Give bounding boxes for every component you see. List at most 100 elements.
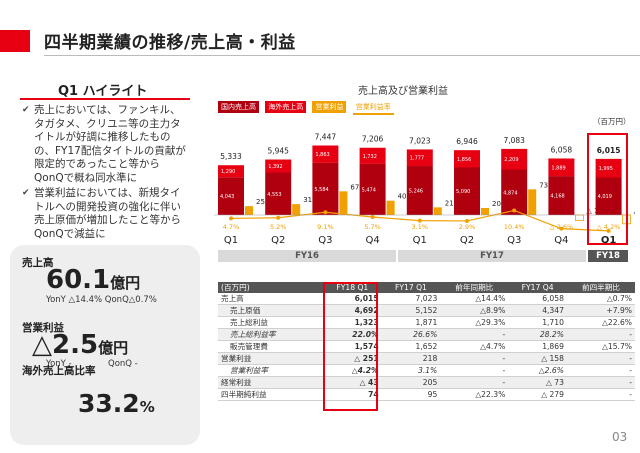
table-cell: △ 251 — [323, 352, 382, 365]
table-cell: - — [566, 376, 635, 389]
bar-overseas — [406, 149, 433, 167]
table-cell: 205 — [381, 376, 441, 389]
table-cell: 1,652 — [381, 340, 441, 353]
label-total: 5,945 — [267, 147, 289, 156]
fy16-band: FY16 — [218, 250, 396, 262]
category-label: Q1 — [601, 235, 617, 246]
header-fy18q1: FY18 Q1 — [323, 282, 382, 293]
table-cell: 28.2% — [508, 328, 567, 341]
op-margin-point — [370, 215, 375, 220]
label-op-income: 409 — [398, 193, 411, 201]
title-underline — [44, 55, 640, 56]
table-cell: △2.6% — [508, 364, 567, 377]
table-cell: △4.7% — [440, 340, 509, 353]
label-domestic: 5,246 — [409, 189, 423, 195]
table-cell: 26.6% — [381, 328, 441, 341]
table-cell: - — [440, 376, 509, 389]
table-cell: △22.6% — [566, 316, 635, 329]
table-header: (百万円) FY18 Q1 FY17 Q1 前年同期比 FY17 Q4 前四半期… — [218, 282, 635, 293]
table-cell: - — [440, 328, 509, 341]
highlight-bullets: 売上においては、ファンキル、タガタメ、クリユニ等の主力タイトルが好調に推移したも… — [22, 104, 189, 243]
chart-legend: 国内売上高 海外売上高 営業利益 営業利益率 — [218, 101, 398, 115]
row-label: 四半期純利益 — [218, 388, 323, 401]
label-overseas: 1,732 — [363, 154, 377, 160]
label-overseas: 1,863 — [315, 152, 329, 158]
bar-overseas — [548, 158, 575, 177]
bullet-op: 営業利益においては、新規タイトルへの開発投資の強化に伴い売上原価が増加したこと等… — [22, 187, 189, 241]
category-label: Q3 — [507, 235, 521, 246]
category-label: Q1 — [224, 235, 238, 246]
fy17-band: FY17 — [398, 250, 586, 262]
table-cell: - — [566, 328, 635, 341]
label-domestic: 5,474 — [362, 187, 376, 193]
table-cell: 1,323 — [323, 316, 382, 329]
bar-overseas — [454, 150, 480, 168]
bar-domestic — [359, 163, 386, 215]
label-overseas: 1,290 — [221, 169, 235, 175]
label-total: 6,058 — [551, 145, 573, 154]
bar-domestic — [548, 176, 575, 215]
label-total: 7,083 — [503, 136, 525, 145]
table-cell: △4.2% — [323, 364, 382, 377]
table-cell: 5,152 — [381, 304, 441, 317]
chart-unit: （百万円） — [593, 117, 631, 126]
label-total: 6,946 — [456, 137, 478, 146]
label-op-margin: 5.2% — [270, 223, 287, 231]
row-label: 経常利益 — [218, 376, 323, 389]
table-cell: 3.1% — [381, 364, 441, 377]
table-cell: 218 — [381, 352, 441, 365]
highlight-title: Q1 ハイライト — [58, 84, 148, 99]
label-total: 7,447 — [315, 132, 337, 141]
label-op-margin: 4.7% — [223, 223, 240, 231]
title-accent — [0, 30, 30, 52]
kpi-panel: 売上高 60.1億円 YonY △14.4% QonQ△0.7% 営業利益 △2… — [10, 245, 200, 445]
bar-op-income — [481, 208, 489, 215]
row-label: 売上総利益率 — [218, 328, 323, 341]
label-op-margin: 3.1% — [412, 223, 429, 231]
category-label: Q1 — [413, 235, 427, 246]
bar-op-income — [339, 191, 348, 215]
bar-overseas — [359, 147, 386, 164]
label-overseas: 2,209 — [504, 157, 518, 163]
kpi-sales-value: 60.1億円 — [46, 265, 141, 295]
label-op-income: △ 251 — [634, 207, 635, 215]
table-cell: 1,871 — [381, 316, 441, 329]
kpi-overseas-label-text: 海外売上高比率 — [22, 365, 96, 377]
label-op-margin: 2.9% — [459, 223, 476, 231]
table-cell: - — [566, 388, 635, 401]
category-label: Q4 — [365, 235, 379, 246]
bullet-sales: 売上においては、ファンキル、タガタメ、クリユニ等の主力タイトルが好調に推移したも… — [22, 104, 189, 185]
table-cell: △29.3% — [440, 316, 509, 329]
table-cell: +7.9% — [566, 304, 635, 317]
bar-op-income — [433, 207, 442, 215]
label-overseas: 1,392 — [268, 164, 282, 170]
table-cell: - — [566, 352, 635, 365]
bar-domestic — [501, 169, 528, 215]
label-total: 6,015 — [597, 146, 621, 155]
bar-overseas — [595, 158, 622, 178]
table-cell: △ 73 — [508, 376, 567, 389]
table-cell: 4,347 — [508, 304, 567, 317]
table-row: 営業利益 △ 251 218- △ 158- — [218, 352, 635, 365]
row-label: 営業利益率 — [218, 364, 323, 377]
label-domestic: 4,019 — [598, 194, 612, 200]
op-margin-point — [606, 228, 611, 233]
bar-op-income — [528, 189, 537, 215]
bar-domestic — [406, 166, 433, 215]
table-cell: 6,015 — [323, 293, 382, 305]
table-cell: 1,869 — [508, 340, 567, 353]
table-cell: 95 — [381, 388, 441, 401]
table-cell: △8.9% — [440, 304, 509, 317]
label-domestic: 5,584 — [314, 187, 328, 193]
kpi-op-yony: YonY - — [46, 359, 72, 369]
label-op-income: 733 — [539, 181, 552, 189]
bar-domestic — [265, 172, 292, 215]
header-fy17q4: FY17 Q4 — [508, 282, 567, 293]
label-overseas: 1,856 — [457, 157, 471, 163]
kpi-overseas-value: 33.2% — [78, 389, 155, 418]
bar-domestic — [218, 177, 244, 215]
row-label: 売上高 — [218, 293, 323, 305]
label-op-income: 200 — [492, 200, 505, 208]
table-cell: - — [440, 352, 509, 365]
table-cell: 6,058 — [508, 293, 567, 305]
